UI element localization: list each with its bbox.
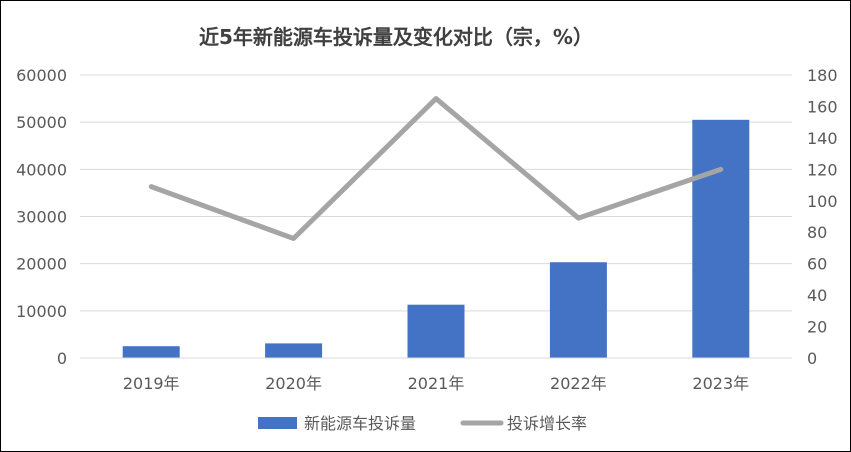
- left-axis-tick-label: 30000: [16, 208, 67, 227]
- right-axis-tick-label: 60: [807, 255, 827, 274]
- x-axis-tick-label: 2023年: [692, 374, 749, 393]
- right-axis-tick-label: 160: [807, 97, 838, 116]
- left-axis-tick-label: 20000: [16, 255, 67, 274]
- bar-2021年: [407, 304, 465, 358]
- right-axis-tick-label: 180: [807, 66, 838, 85]
- left-axis-tick-label: 60000: [16, 66, 67, 85]
- left-axis: 0 10000 20000 30000 40000 50000 60000: [16, 66, 67, 368]
- growth-rate-line: [148, 96, 724, 242]
- bar-2019年: [122, 346, 180, 358]
- right-axis-tick-label: 40: [807, 286, 827, 305]
- chart-title: 近5年新能源车投诉量及变化对比（宗，%）: [199, 25, 593, 49]
- right-axis-tick-label: 100: [807, 192, 838, 211]
- line-series: [148, 96, 724, 242]
- gridlines: [80, 74, 792, 359]
- x-axis-tick-label: 2022年: [550, 374, 607, 393]
- legend-label-bar: 新能源车投诉量: [304, 414, 416, 433]
- x-axis-tick-label: 2019年: [123, 374, 180, 393]
- bar-2023年: [692, 119, 750, 358]
- bar-2022年: [549, 262, 607, 358]
- right-axis-tick-label: 120: [807, 160, 838, 179]
- left-axis-tick-label: 50000: [16, 113, 67, 132]
- x-axis-tick-label: 2020年: [265, 374, 322, 393]
- x-axis-tick-label: 2021年: [408, 374, 465, 393]
- legend: 新能源车投诉量 投诉增长率: [258, 414, 587, 433]
- bar-series: [122, 119, 750, 358]
- left-axis-tick-label: 40000: [16, 160, 67, 179]
- bar-2020年: [265, 343, 323, 358]
- left-axis-tick-label: 10000: [16, 302, 67, 321]
- legend-label-line: 投诉增长率: [507, 414, 587, 433]
- right-axis-tick-label: 0: [807, 349, 817, 368]
- right-axis-tick-label: 140: [807, 129, 838, 148]
- legend-swatch-bar: [258, 417, 297, 429]
- right-axis: 0 20 40 60 80 100 120 140 160 180: [807, 66, 838, 368]
- right-axis-tick-label: 80: [807, 223, 827, 242]
- x-axis: 2019年 2020年 2021年 2022年 2023年: [80, 357, 792, 393]
- right-axis-tick-label: 20: [807, 318, 827, 337]
- left-axis-tick-label: 0: [57, 349, 67, 368]
